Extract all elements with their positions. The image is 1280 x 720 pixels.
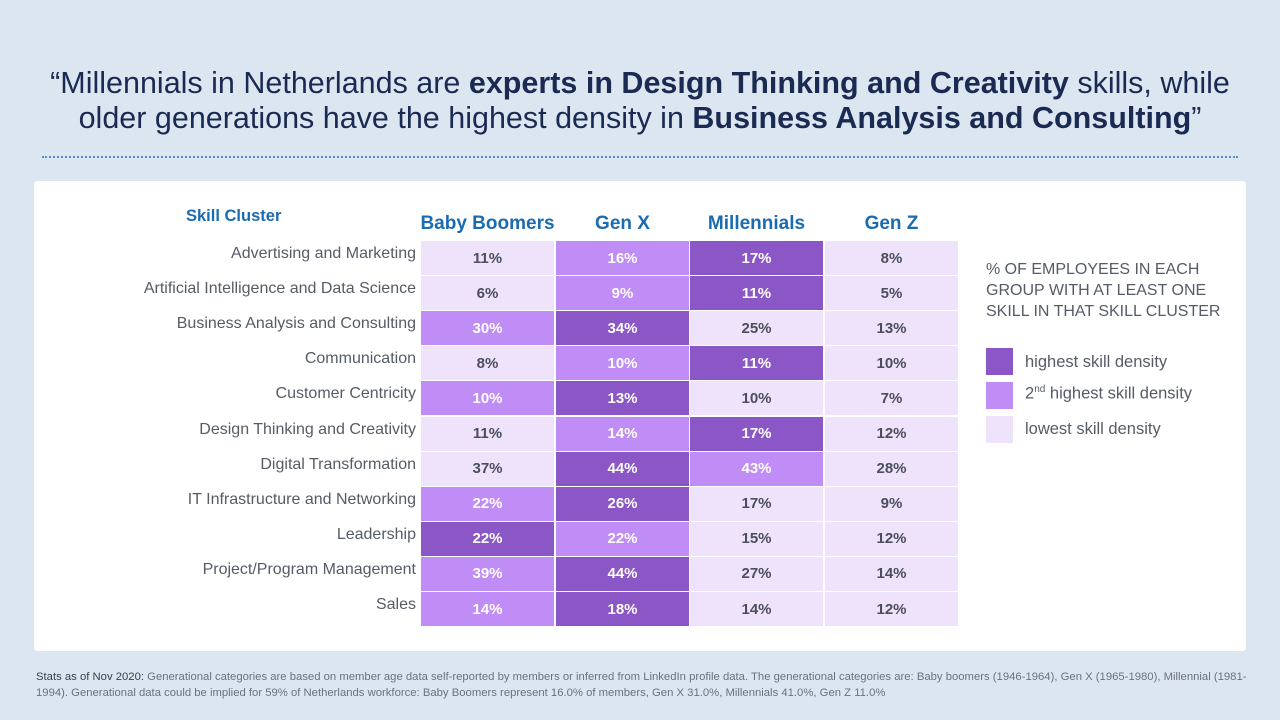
row-label: Business Analysis and Consulting [176, 315, 416, 333]
data-cell: 14% [825, 556, 958, 591]
legend-label-lowest: lowest skill density [1025, 420, 1161, 438]
footnote-lead: Stats as of Nov 2020: [36, 671, 145, 683]
data-cell: 17% [690, 416, 823, 451]
data-cell: 28% [825, 451, 958, 486]
row-label: Design Thinking and Creativity [199, 420, 416, 438]
data-cell: 11% [690, 276, 823, 311]
legend-second-num: 2 [1025, 384, 1035, 403]
row-label: Digital Transformation [260, 455, 416, 473]
data-cell: 22% [421, 486, 554, 521]
headline-line1-pre: “Millennials in Netherlands are [50, 66, 469, 100]
legend-swatch-highest [986, 348, 1013, 375]
row-label: IT Infrastructure and Networking [187, 490, 416, 508]
data-cell: 14% [421, 592, 554, 626]
data-cell: 10% [825, 346, 958, 381]
row-label: Project/Program Management [202, 560, 416, 578]
data-cell: 11% [690, 346, 823, 381]
data-cell: 9% [825, 486, 958, 521]
data-cell: 8% [421, 346, 554, 381]
data-cell: 14% [690, 592, 823, 626]
data-cell: 37% [421, 451, 554, 486]
data-cell: 16% [556, 241, 689, 275]
data-cell: 30% [421, 311, 554, 346]
data-cell: 26% [556, 486, 689, 521]
row-label: Sales [375, 596, 416, 613]
legend-label-highest: highest skill density [1025, 353, 1168, 371]
row-label: Artificial Intelligence and Data Science [143, 280, 416, 298]
legend-swatch-second [986, 382, 1013, 409]
legend-swatch-lowest [986, 416, 1013, 443]
row-label: Leadership [336, 525, 416, 543]
column-header-gen-x: Gen X [595, 213, 650, 234]
data-cell: 7% [825, 381, 958, 416]
data-cell: 11% [421, 241, 554, 275]
column-header-baby-boomers: Baby Boomers [420, 213, 555, 234]
headline-line1-bold: experts in Design Thinking and Creativit… [468, 66, 1069, 100]
data-cell: 13% [556, 381, 689, 416]
data-cell: 43% [690, 451, 823, 486]
legend-title: % OF EMPLOYEES IN EACH GROUP WITH AT LEA… [986, 261, 1221, 320]
legend-second-rest: highest skill density [1045, 384, 1193, 403]
data-cell: 15% [690, 521, 823, 556]
headline: “Millennials in Netherlands are experts … [0, 66, 1280, 136]
data-cell: 8% [825, 241, 958, 275]
data-cell: 10% [421, 381, 554, 416]
dotted-divider [42, 156, 1238, 158]
data-cell: 17% [690, 241, 823, 275]
data-cell: 12% [825, 592, 958, 626]
legend-label-second: 2nd highest skill density [1025, 384, 1192, 404]
data-cell: 5% [825, 276, 958, 311]
headline-line2-bold: Business Analysis and Consulting [692, 101, 1192, 135]
row-label: Advertising and Marketing [231, 245, 416, 262]
data-cell: 44% [556, 556, 689, 591]
data-cell: 44% [556, 451, 689, 486]
skill-cluster-header: Skill Cluster [186, 207, 282, 225]
data-cell: 34% [556, 311, 689, 346]
headline-line2-pre: older generations have the highest densi… [78, 101, 693, 135]
headline-line1-post: skills, while [1068, 66, 1230, 100]
row-label: Communication [304, 350, 416, 368]
legend-second-sup: nd [1034, 384, 1046, 395]
data-cell: 11% [421, 416, 554, 451]
data-cell: 12% [825, 416, 958, 451]
data-cell: 25% [690, 311, 823, 346]
data-cell: 18% [556, 592, 689, 626]
data-cell: 27% [690, 556, 823, 591]
data-cell: 22% [421, 521, 554, 556]
data-cell: 9% [556, 276, 689, 311]
data-cell: 17% [690, 486, 823, 521]
data-cell: 6% [421, 276, 554, 311]
data-cell: 10% [556, 346, 689, 381]
data-cell: 14% [556, 416, 689, 451]
data-cell: 22% [556, 521, 689, 556]
data-cell: 13% [825, 311, 958, 346]
footnote-text: Generational categories are based on mem… [36, 671, 1247, 699]
data-cell: 10% [690, 381, 823, 416]
headline-line2-post: ” [1191, 101, 1202, 135]
data-cell: 39% [421, 556, 554, 591]
row-label: Customer Centricity [275, 385, 416, 403]
footnote: Stats as of Nov 2020: Generational categ… [36, 669, 1251, 701]
data-cell: 12% [825, 521, 958, 556]
column-header-gen-z: Gen Z [864, 213, 919, 234]
column-header-millennials: Millennials [707, 213, 806, 234]
